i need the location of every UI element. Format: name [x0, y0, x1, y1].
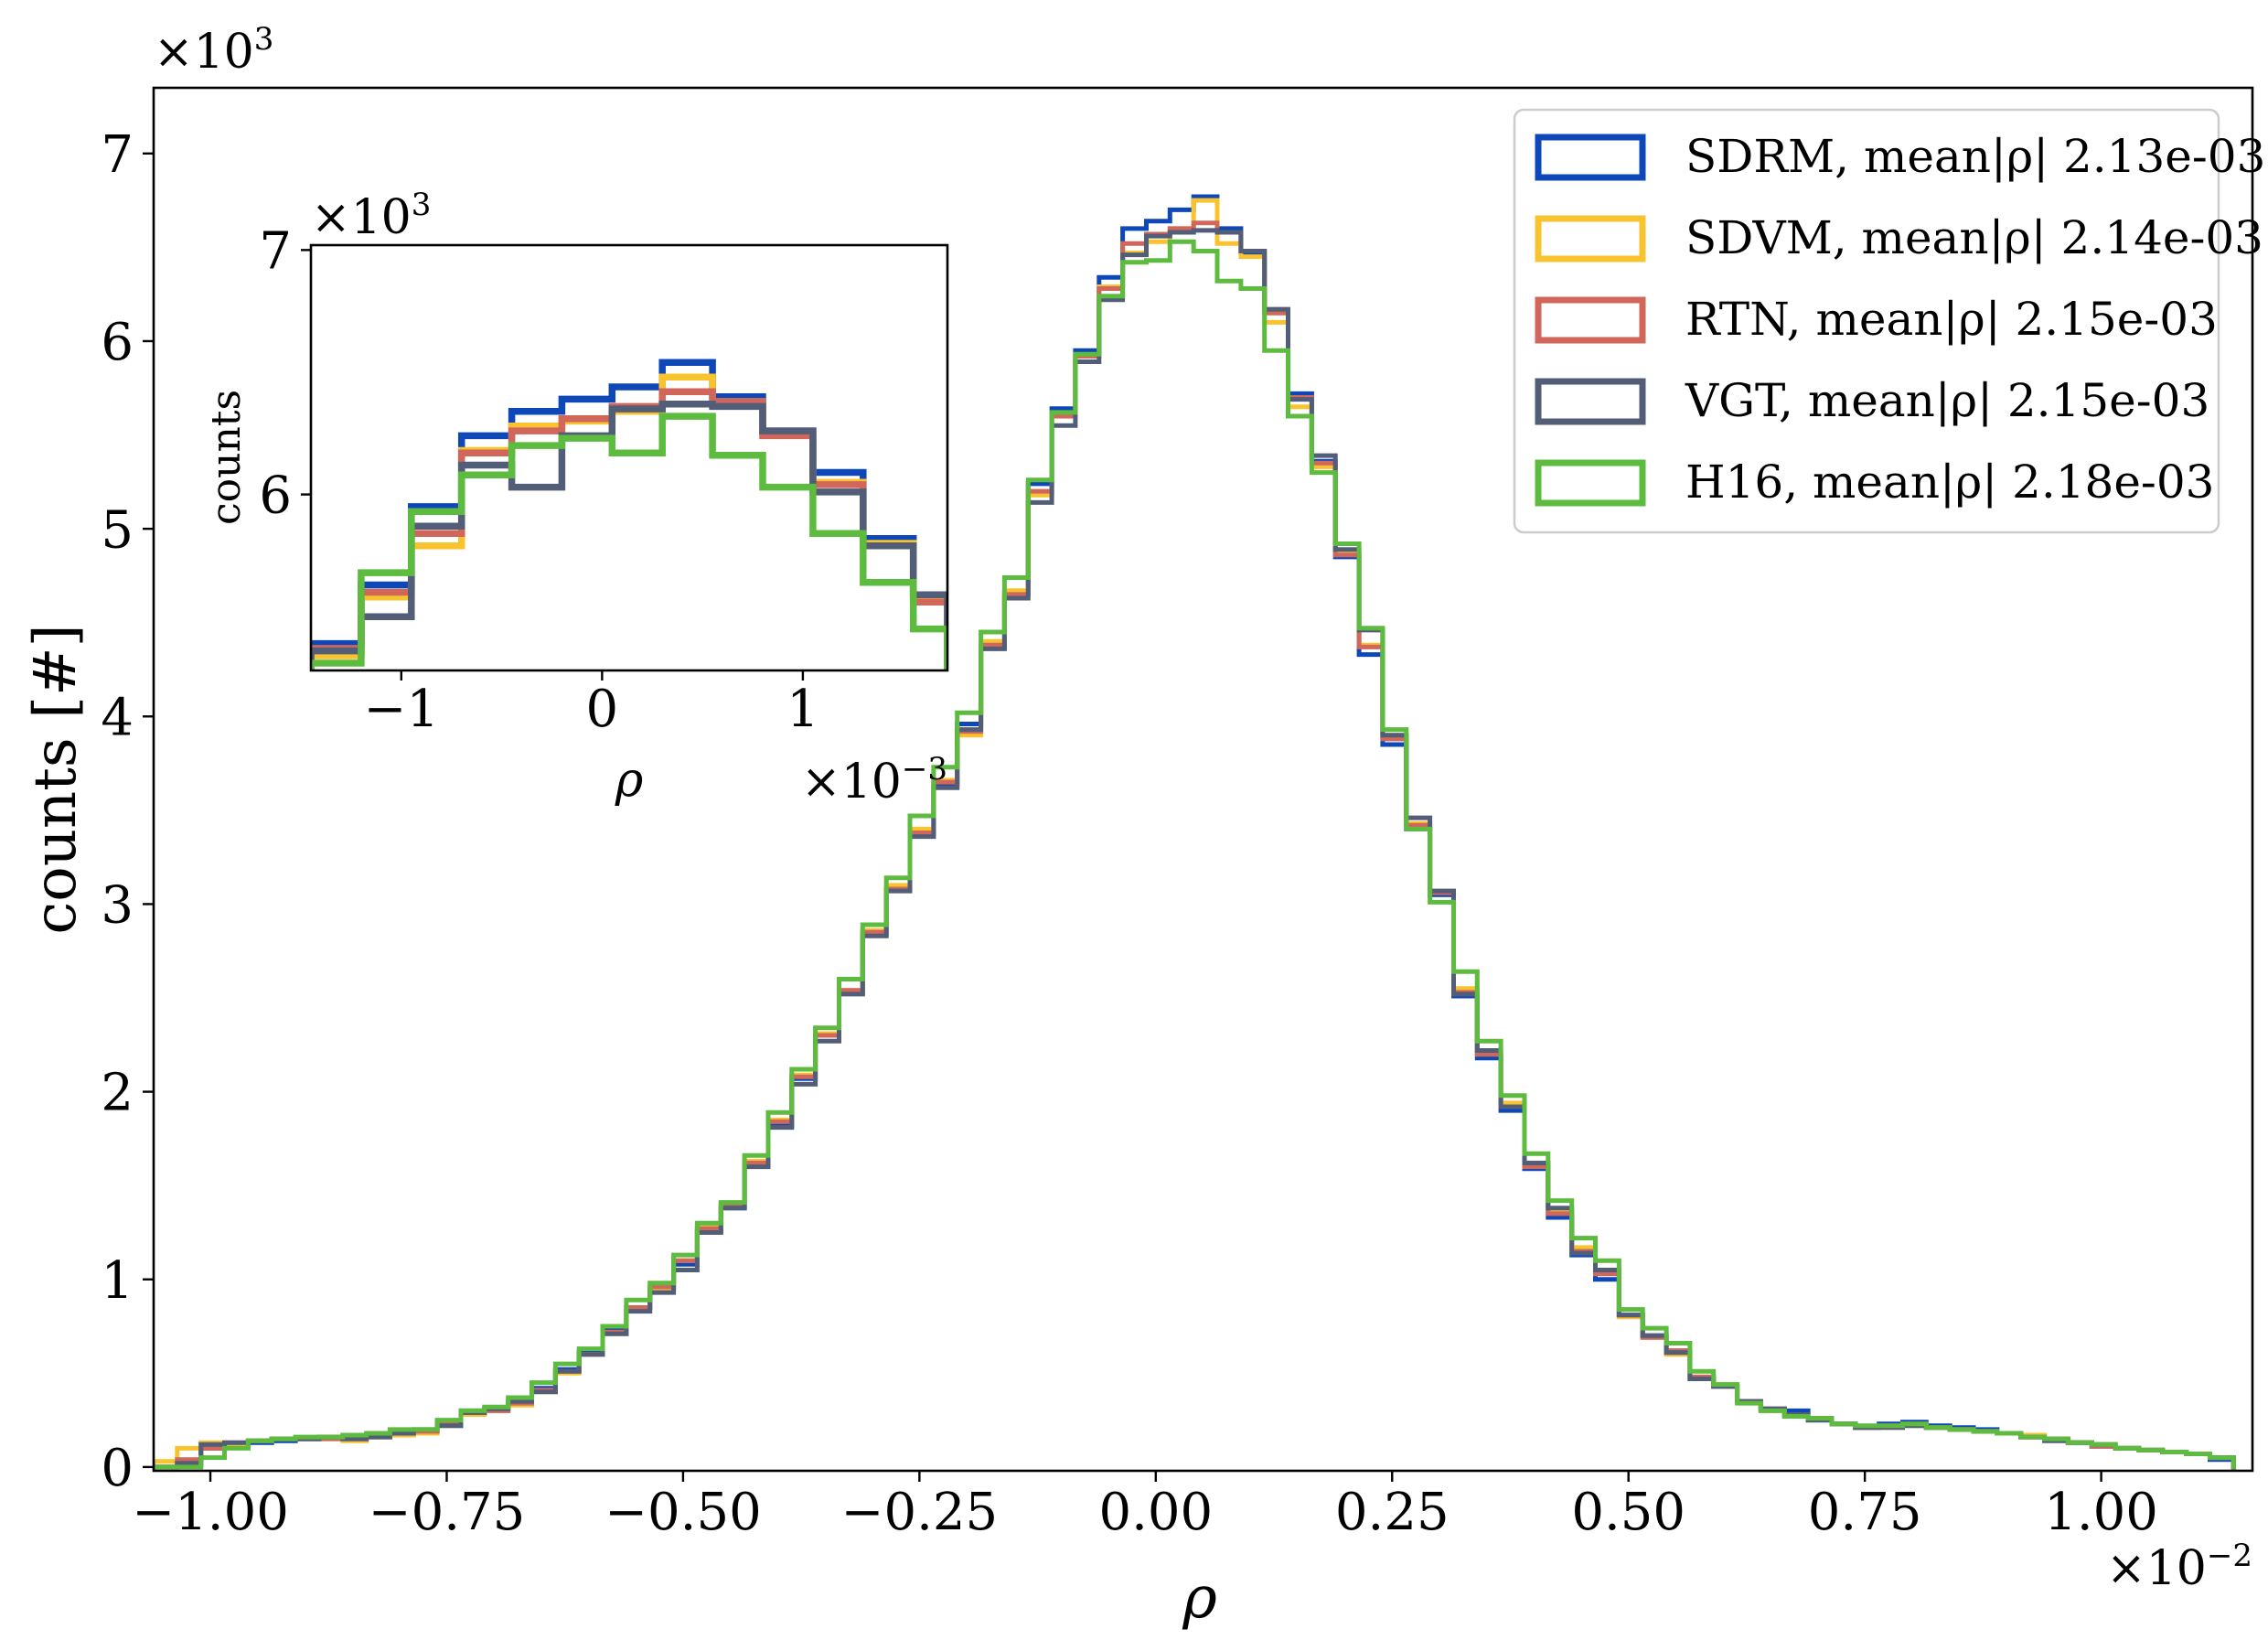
main-y-tick-label: 3 — [101, 876, 134, 936]
inset-x-tick-label: 1 — [786, 680, 819, 739]
inset-x-tick-label: 0 — [586, 680, 619, 739]
main-x-tick-label: −0.25 — [841, 1483, 999, 1542]
main-y-tick-label: 1 — [101, 1251, 134, 1311]
legend-swatch-sdrm — [1535, 134, 1646, 181]
main-x-tick-label: 0.50 — [1571, 1483, 1685, 1542]
inset-x-axis-ticks: −1 0 1 — [364, 670, 819, 739]
legend-label-vgt: VGT, mean|ρ| 2.15e-03 — [1685, 374, 2209, 427]
legend-label-sdvm: SDVM, mean|ρ| 2.14e-03 — [1685, 211, 2263, 264]
inset-y-tick-label: 6 — [259, 466, 292, 526]
main-x-tick-label: −0.50 — [604, 1483, 762, 1542]
main-y-tick-label: 5 — [101, 500, 134, 560]
legend-swatch-sdvm — [1535, 215, 1646, 263]
inset-series-group — [311, 359, 947, 670]
legend-swatch-rtn — [1535, 296, 1646, 344]
inset-y-tick-label: 7 — [259, 222, 292, 282]
main-y-tick-label: 7 — [101, 125, 134, 185]
inset-x-axis-label: ρ — [615, 753, 644, 808]
main-y-tick-label: 2 — [101, 1064, 134, 1123]
inset-background — [311, 245, 947, 670]
main-series-group — [154, 194, 2236, 1471]
inset-frame — [309, 243, 949, 672]
main-x-axis-label: ρ — [1182, 1564, 1217, 1632]
main-x-tick-label: 0.75 — [1808, 1483, 1922, 1542]
main-y-tick-label: 0 — [101, 1439, 134, 1498]
inset-plot: −1 0 1 67 ρ counts ×103 ×10−3 — [203, 187, 949, 809]
main-plot: −1.00 −0.75 −0.50 −0.25 0.00 0.25 0.50 0.75 1.00… — [22, 21, 2254, 1632]
legend-swatch-vgt — [1535, 378, 1646, 425]
main-plot-frame — [152, 86, 2254, 1473]
main-y-tick-label: 4 — [101, 688, 134, 747]
legend: SDRM, mean|ρ| 2.13e-03 SDVM, mean|ρ| 2.14… — [1513, 108, 2265, 534]
main-x-tick-label: 0.25 — [1335, 1483, 1450, 1542]
main-y-multiplier: ×103 — [154, 21, 273, 80]
main-y-axis-label: counts [#] — [22, 624, 90, 934]
main-y-axis-ticks: 0 1 2 3 4 5 6 7 — [101, 125, 154, 1498]
main-y-tick-label: 6 — [101, 313, 134, 372]
legend-swatch-h16 — [1535, 459, 1646, 507]
main-series-h16 — [154, 239, 2236, 1471]
main-x-tick-label: −0.75 — [369, 1483, 526, 1542]
inset-x-tick-label: −1 — [364, 680, 440, 739]
inset-series-h16 — [311, 413, 947, 670]
legend-label-sdrm: SDRM, mean|ρ| 2.13e-03 — [1685, 130, 2265, 183]
inset-y-multiplier: ×103 — [311, 187, 431, 245]
inset-y-axis-label: counts — [203, 390, 250, 525]
main-x-tick-label: 0.00 — [1098, 1483, 1213, 1542]
legend-label-h16: H16, mean|ρ| 2.18e-03 — [1685, 456, 2214, 509]
inset-y-axis-ticks: 67 — [259, 222, 311, 526]
main-x-axis-ticks: −1.00 −0.75 −0.50 −0.25 0.00 0.25 0.50 0.75 1.00 — [132, 1471, 2158, 1542]
main-x-tick-label: 1.00 — [2044, 1483, 2158, 1542]
legend-label-rtn: RTN, mean|ρ| 2.15e-03 — [1685, 293, 2218, 346]
legend-items: SDRM, mean|ρ| 2.13e-03 SDVM, mean|ρ| 2.14… — [1535, 130, 2265, 509]
main-x-tick-label: −1.00 — [132, 1483, 289, 1542]
legend-frame — [1513, 108, 2220, 534]
